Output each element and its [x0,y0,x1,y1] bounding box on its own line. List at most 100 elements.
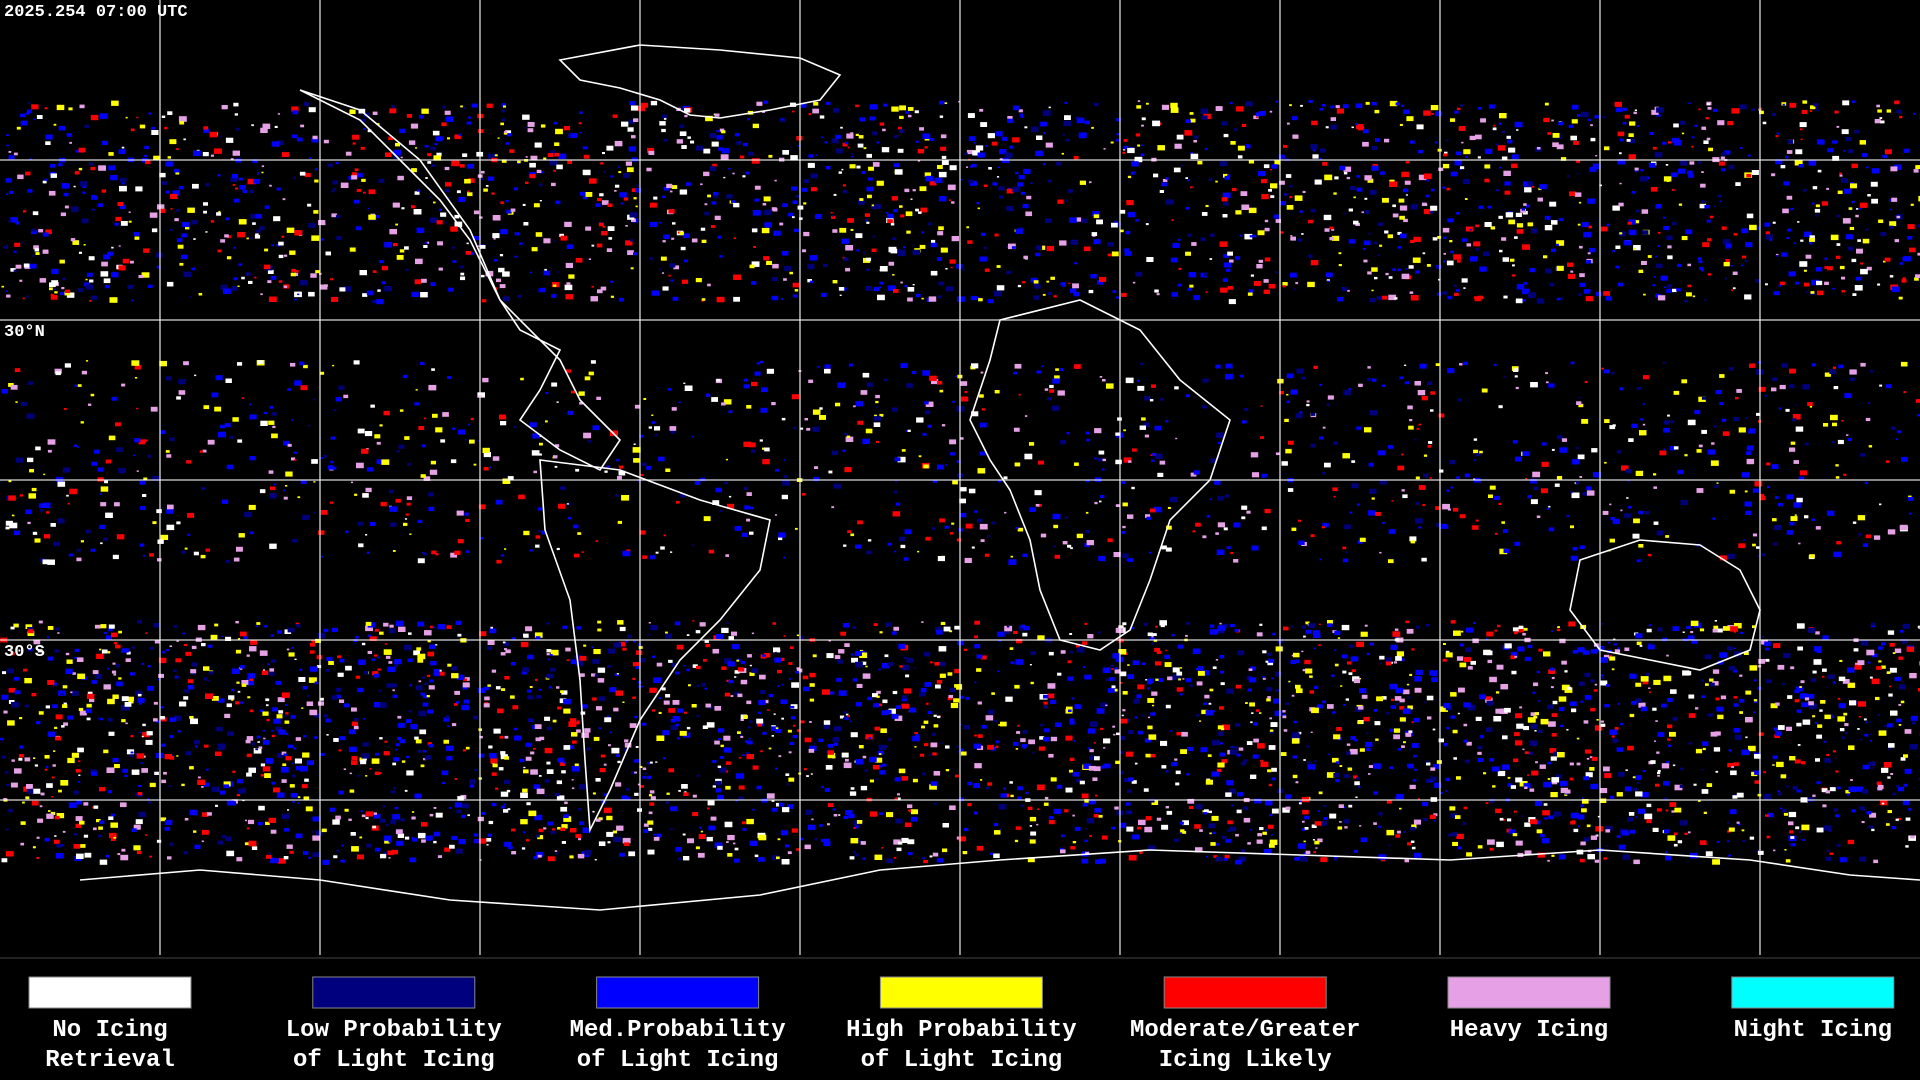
cloud-pixel [1014,462,1021,467]
cloud-pixel [1851,100,1856,103]
cloud-pixel [181,550,186,554]
cloud-pixel [1460,630,1464,633]
cloud-pixel [1649,131,1654,135]
cloud-pixel [763,209,772,216]
cloud-pixel [136,116,139,119]
cloud-pixel [1864,481,1869,485]
cloud-pixel [1364,197,1368,200]
cloud-pixel [727,661,735,667]
cloud-pixel [421,108,429,114]
cloud-pixel [629,101,636,106]
cloud-pixel [1896,718,1902,723]
cloud-pixel [1124,248,1130,252]
cloud-pixel [317,632,326,639]
cloud-pixel [1445,706,1452,711]
cloud-pixel [1174,838,1179,842]
cloud-pixel [1572,459,1580,465]
cloud-pixel [712,163,717,167]
cloud-pixel [32,788,41,794]
cloud-pixel [246,678,250,681]
cloud-pixel [1414,768,1417,771]
cloud-pixel [1311,120,1318,126]
cloud-pixel [1730,265,1733,267]
cloud-pixel [1324,228,1330,232]
cloud-pixel [588,258,591,260]
cloud-pixel [294,230,303,236]
cloud-pixel [401,207,405,210]
cloud-pixel [917,160,921,162]
cloud-pixel [142,494,147,497]
cloud-pixel [1250,721,1253,724]
cloud-pixel [39,278,47,283]
cloud-pixel [325,251,331,256]
cloud-pixel [358,543,364,548]
cloud-pixel [445,221,448,224]
cloud-pixel [1536,147,1541,150]
cloud-pixel [1473,621,1476,624]
cloud-pixel [1543,803,1548,806]
cloud-pixel [144,145,149,150]
cloud-pixel [1542,442,1547,446]
cloud-pixel [1123,778,1130,782]
cloud-pixel [907,287,915,292]
cloud-pixel [582,146,587,150]
cloud-pixel [1711,442,1715,445]
cloud-pixel [821,785,824,788]
cloud-pixel [1412,779,1417,782]
cloud-pixel [598,727,602,730]
cloud-pixel [1241,516,1246,520]
cloud-pixel [359,757,366,762]
cloud-pixel [32,211,39,216]
cloud-pixel [1249,702,1255,707]
cloud-pixel [1594,115,1600,119]
cloud-pixel [1558,218,1563,221]
cloud-pixel [930,138,935,141]
cloud-pixel [896,847,902,852]
cloud-pixel [237,690,241,693]
cloud-pixel [1463,361,1468,365]
cloud-pixel [1423,454,1428,457]
cloud-pixel [1057,390,1065,396]
cloud-pixel [19,279,23,282]
cloud-pixel [1060,650,1066,654]
cloud-pixel [114,502,120,507]
cloud-pixel [23,263,30,268]
cloud-pixel [1890,426,1896,430]
cloud-pixel [646,466,652,470]
cloud-pixel [1538,700,1541,702]
cloud-pixel [1886,671,1891,674]
cloud-pixel [378,178,385,183]
cloud-pixel [1466,852,1473,857]
cloud-pixel [56,104,65,111]
cloud-pixel [917,550,920,553]
cloud-pixel [1269,839,1278,845]
cloud-pixel [469,439,475,444]
cloud-pixel [832,229,838,233]
cloud-pixel [1651,109,1659,115]
cloud-pixel [1861,821,1865,824]
cloud-pixel [925,536,931,541]
cloud-pixel [98,717,103,721]
cloud-pixel [701,298,706,301]
cloud-pixel [1501,521,1505,524]
cloud-pixel [623,748,628,752]
cloud-pixel [970,295,977,301]
cloud-pixel [473,839,480,844]
cloud-pixel [591,285,594,288]
cloud-pixel [440,212,447,217]
cloud-pixel [1771,173,1776,177]
cloud-pixel [1278,154,1285,159]
cloud-pixel [170,193,178,199]
cloud-pixel [756,101,763,106]
cloud-pixel [1708,713,1713,717]
cloud-pixel [905,211,913,217]
cloud-pixel [99,524,105,529]
cloud-pixel [403,522,408,526]
cloud-pixel [1147,725,1153,730]
cloud-pixel [155,252,163,258]
cloud-pixel [404,436,410,440]
cloud-pixel [1800,239,1804,242]
cloud-pixel [596,243,603,248]
cloud-pixel [1552,142,1559,147]
